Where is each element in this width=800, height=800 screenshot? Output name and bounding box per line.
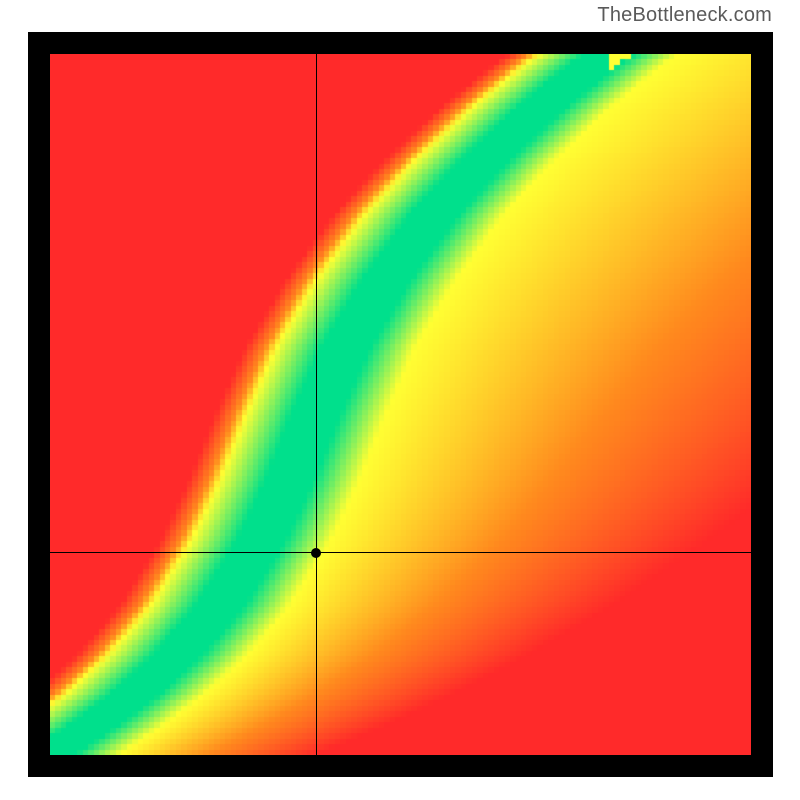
crosshair-horizontal (50, 552, 751, 553)
heatmap-canvas (50, 54, 751, 755)
plot-frame (28, 32, 773, 777)
crosshair-vertical (316, 54, 317, 755)
watermark-text: TheBottleneck.com (597, 4, 772, 27)
crosshair-marker (311, 548, 321, 558)
